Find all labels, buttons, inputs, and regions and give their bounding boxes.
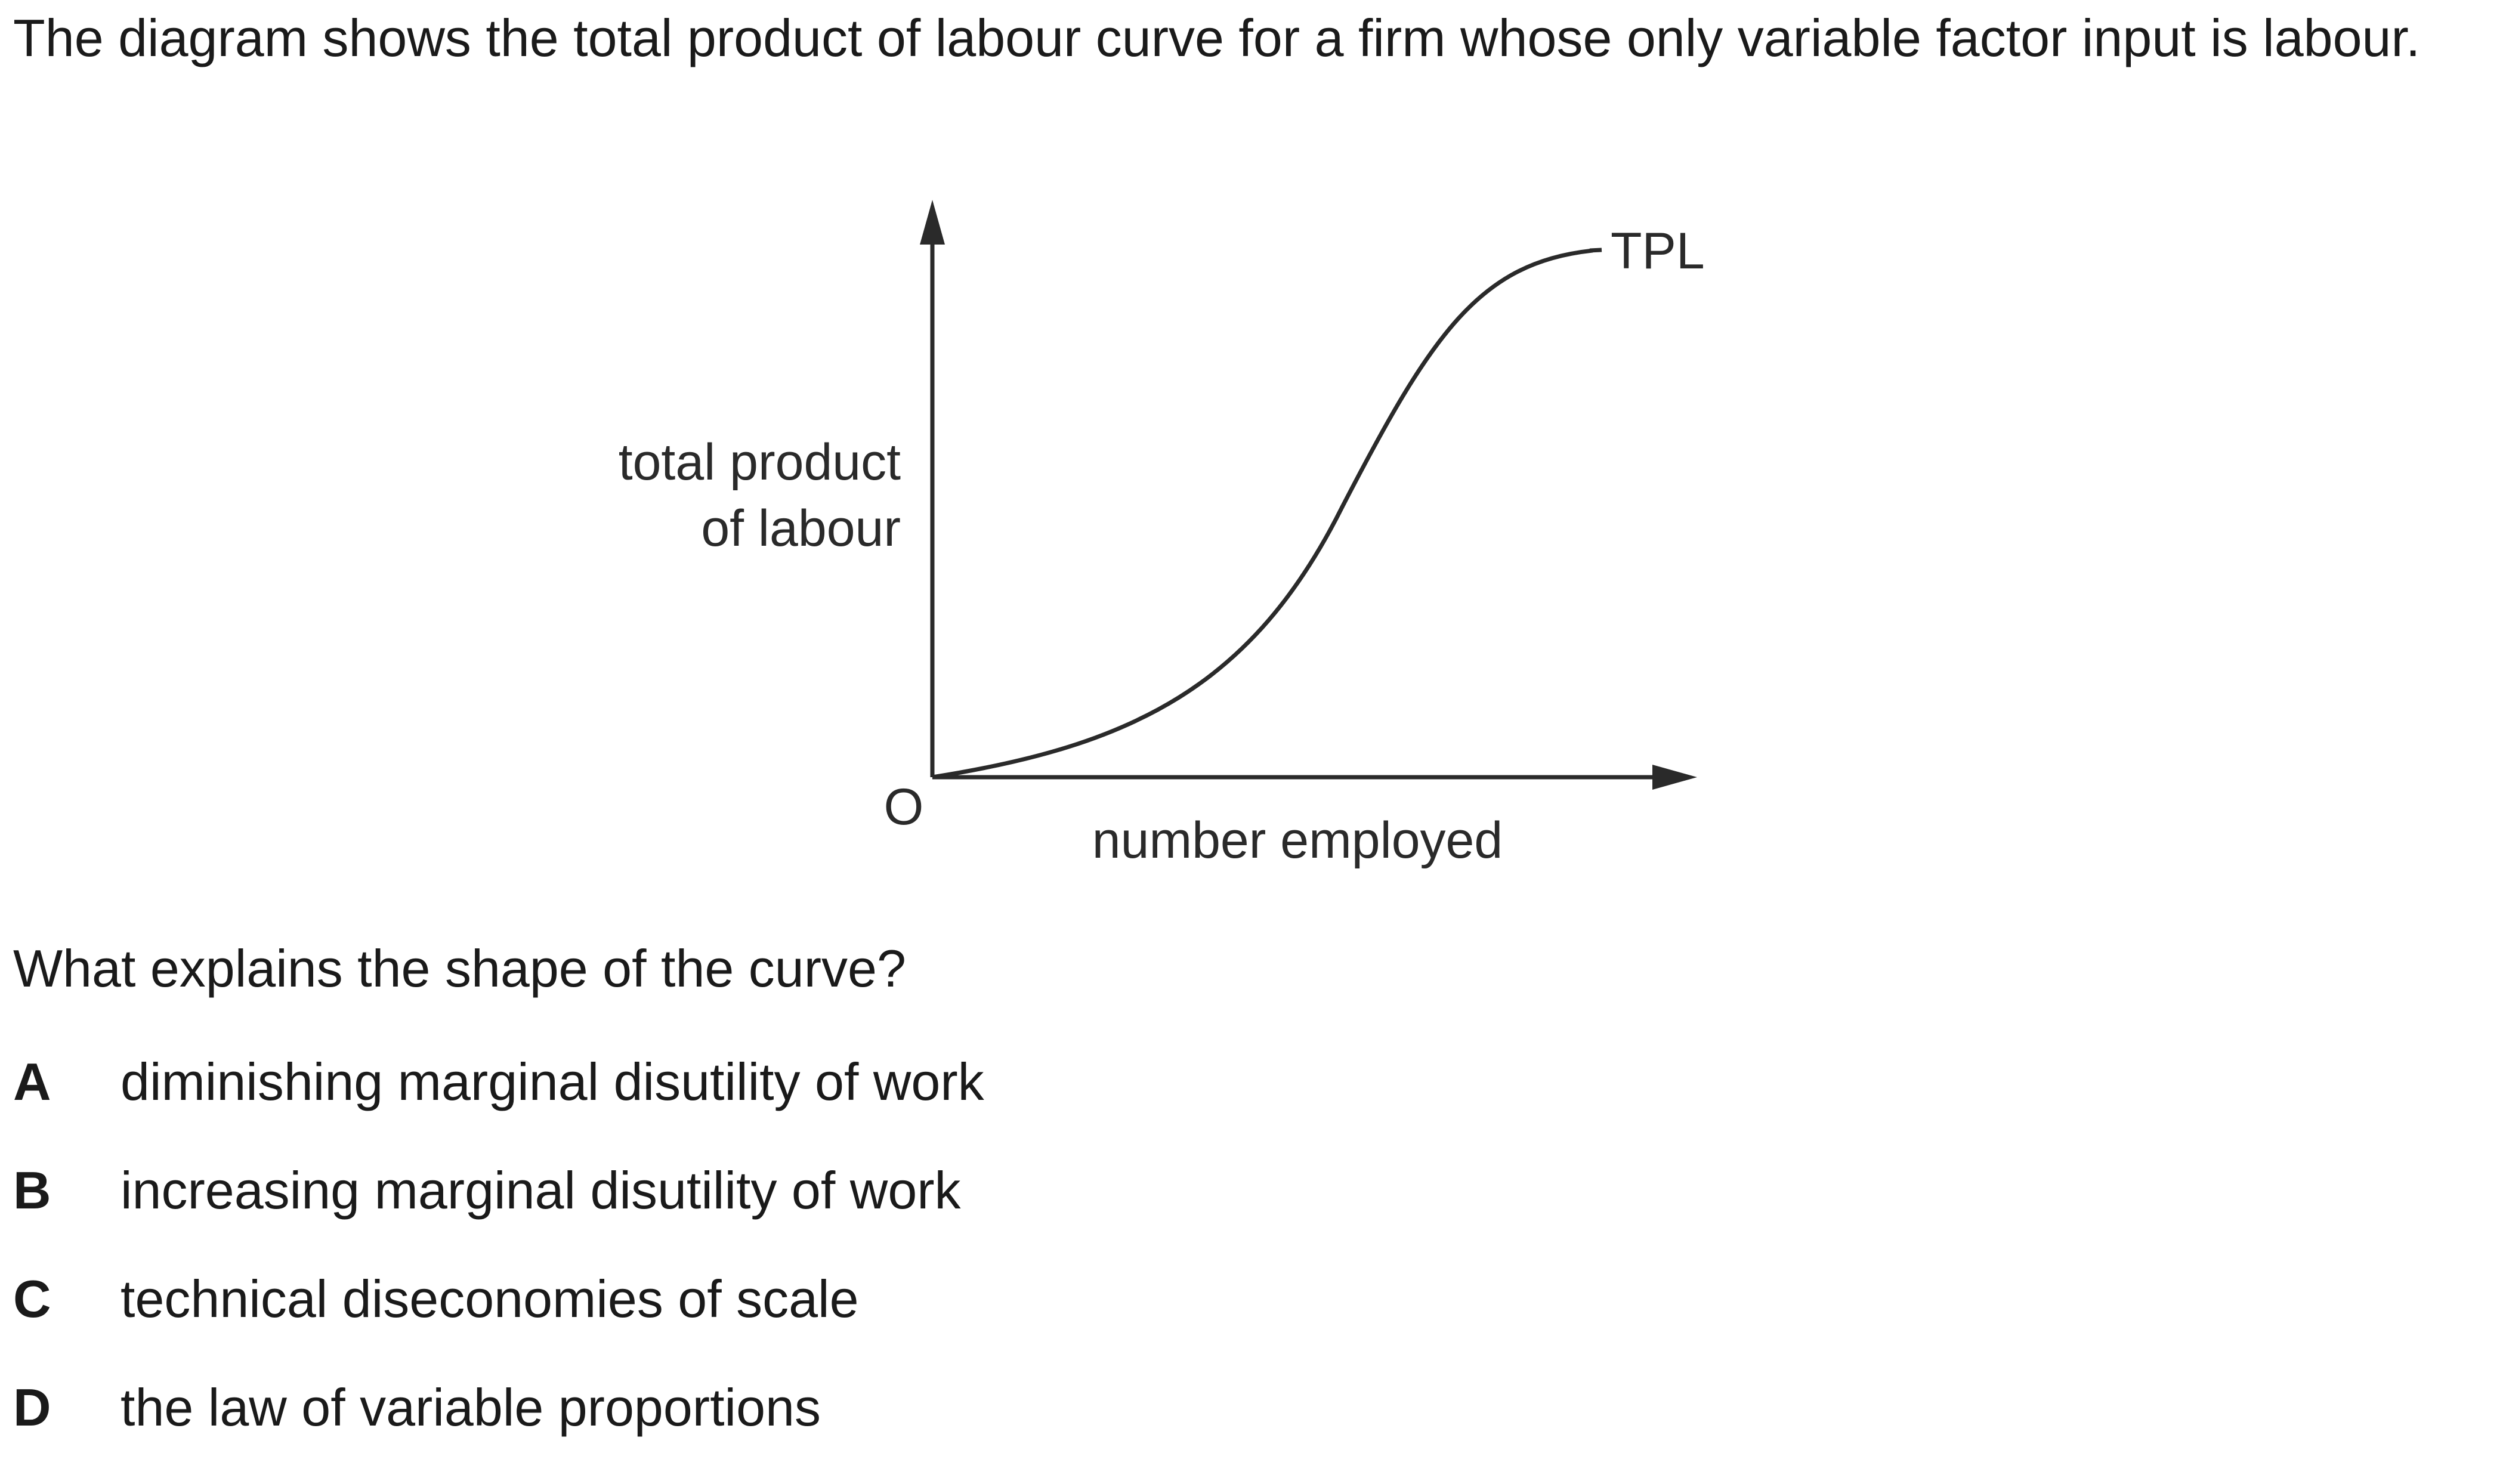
option-c-text: technical diseconomies of scale xyxy=(120,1269,859,1328)
option-a[interactable]: A diminishing marginal disutility of wor… xyxy=(13,1050,984,1158)
x-axis-arrowhead xyxy=(1652,765,1697,790)
answer-options: A diminishing marginal disutility of wor… xyxy=(13,1050,984,1484)
option-d[interactable]: D the law of variable proportions xyxy=(13,1375,984,1484)
option-a-text: diminishing marginal disutility of work xyxy=(120,1052,984,1111)
y-axis-arrowhead xyxy=(920,200,945,245)
option-b[interactable]: B increasing marginal disutility of work xyxy=(13,1158,984,1267)
tpl-label-leader xyxy=(1589,248,1602,253)
tpl-label: TPL xyxy=(1611,222,1705,280)
option-c[interactable]: C technical diseconomies of scale xyxy=(13,1267,984,1375)
option-b-letter: B xyxy=(13,1161,51,1220)
x-axis-label: number employed xyxy=(1092,812,1503,869)
option-d-text: the law of variable proportions xyxy=(120,1378,821,1437)
option-d-letter: D xyxy=(13,1378,51,1437)
option-b-text: increasing marginal disutility of work xyxy=(120,1161,961,1220)
tpl-curve xyxy=(932,248,1593,780)
question-text: What explains the shape of the curve? xyxy=(13,939,906,998)
option-c-letter: C xyxy=(13,1269,51,1328)
intro-text: The diagram shows the total product of l… xyxy=(13,8,2421,67)
y-axis-label-line1: total product xyxy=(619,434,901,491)
y-axis-label-line2: of labour xyxy=(701,500,901,557)
option-a-letter: A xyxy=(13,1052,51,1111)
origin-label: O xyxy=(884,778,924,836)
tpl-diagram: TPL total product of labour O number emp… xyxy=(619,200,1705,869)
